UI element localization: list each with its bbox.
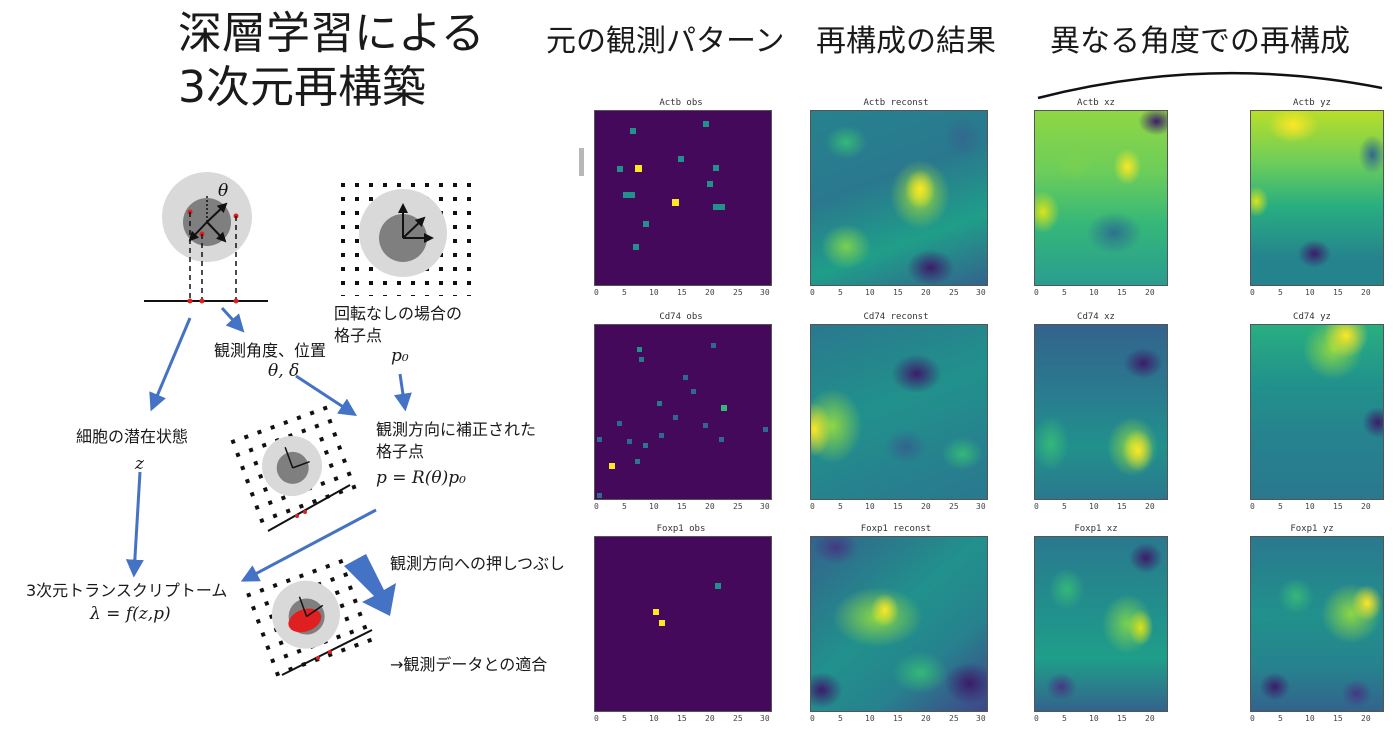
obs-heatmap (594, 110, 772, 286)
header-other-angles: 異なる角度での再構成 (1050, 24, 1350, 59)
yz-heatmap (1250, 536, 1384, 712)
transcriptome-math: λ = f(z,p) (90, 604, 171, 624)
obs-heatmap (594, 536, 772, 712)
panel-actb-reconst: Actb reconst 0 5 10 15 20 25 30 (800, 98, 992, 304)
panel-actb-yz: Actb yz 0 5 10 15 20 (1238, 98, 1386, 304)
header-reconstruction: 再構成の結果 (816, 24, 996, 59)
model-diagram: θ (125, 172, 476, 682)
bracket-curve (1037, 71, 1383, 100)
squash-arrow (344, 554, 396, 616)
panel-cd74-reconst: Cd74 reconst 0 5 10 15 20 25 30 (800, 312, 992, 518)
reconst-heatmap (810, 324, 988, 500)
corrected-grid-label-2: 格子点 (376, 442, 425, 461)
yz-heatmap (1250, 110, 1384, 286)
panel-cd74-xz: Cd74 xz 0 5 10 15 20 (1022, 312, 1170, 518)
title-line-1: 深層学習による (178, 8, 485, 59)
panel-cd74-yz: Cd74 yz 0 5 10 15 20 (1238, 312, 1386, 518)
xz-heatmap (1034, 536, 1168, 712)
panel-foxp1-reconst: Foxp1 reconst 0 5 10 15 20 25 30 (800, 524, 992, 730)
panel-actb-obs: Actb obs 0 5 10 15 20 25 30 (586, 98, 776, 304)
no-rotation-label-1: 回転なしの場合の (334, 304, 463, 323)
theta-label: θ (218, 181, 228, 201)
reconst-heatmap (810, 110, 988, 286)
panel-foxp1-xz: Foxp1 xz 0 5 10 15 20 (1022, 524, 1170, 730)
no-rotation-label-2: 格子点 (334, 326, 383, 345)
fit-label: →観測データとの適合 (390, 655, 548, 674)
xz-heatmap (1034, 110, 1168, 286)
title-line-2: 3次元再構築 (178, 62, 426, 113)
transcriptome-label: 3次元トランスクリプトーム (26, 581, 228, 600)
angle-position-math: θ, δ (268, 361, 300, 381)
p0-math: p₀ (391, 346, 409, 366)
panel-foxp1-obs: Foxp1 obs 0 5 10 15 20 25 30 (586, 524, 776, 730)
squash-label: 観測方向への押しつぶし (390, 554, 566, 573)
latent-state-label: 細胞の潜在状態 (76, 427, 189, 446)
panel-actb-xz: Actb xz 0 5 10 15 20 (1022, 98, 1170, 304)
scroll-indicator[interactable] (579, 148, 584, 176)
latent-math: z (135, 454, 144, 474)
panel-foxp1-yz: Foxp1 yz 0 5 10 15 20 (1238, 524, 1386, 730)
rotated-grid-cell (228, 402, 360, 529)
xz-heatmap (1034, 324, 1168, 500)
yz-heatmap (1250, 324, 1384, 500)
reconst-heatmap (810, 536, 988, 712)
angle-position-label: 観測角度、位置 (214, 341, 327, 360)
panel-cd74-obs: Cd74 obs 0 5 10 15 20 25 30 (586, 312, 776, 518)
corrected-grid-label-1: 観測方向に補正された (376, 420, 537, 439)
grid-cell (336, 178, 476, 296)
panel-title: Actb obs (659, 98, 703, 108)
header-original: 元の観測パターン (546, 24, 785, 59)
corrected-math: p = R(θ)p₀ (376, 468, 466, 488)
reconstructed-cell (238, 550, 375, 682)
obs-heatmap (594, 324, 772, 500)
observed-cell (144, 172, 268, 304)
